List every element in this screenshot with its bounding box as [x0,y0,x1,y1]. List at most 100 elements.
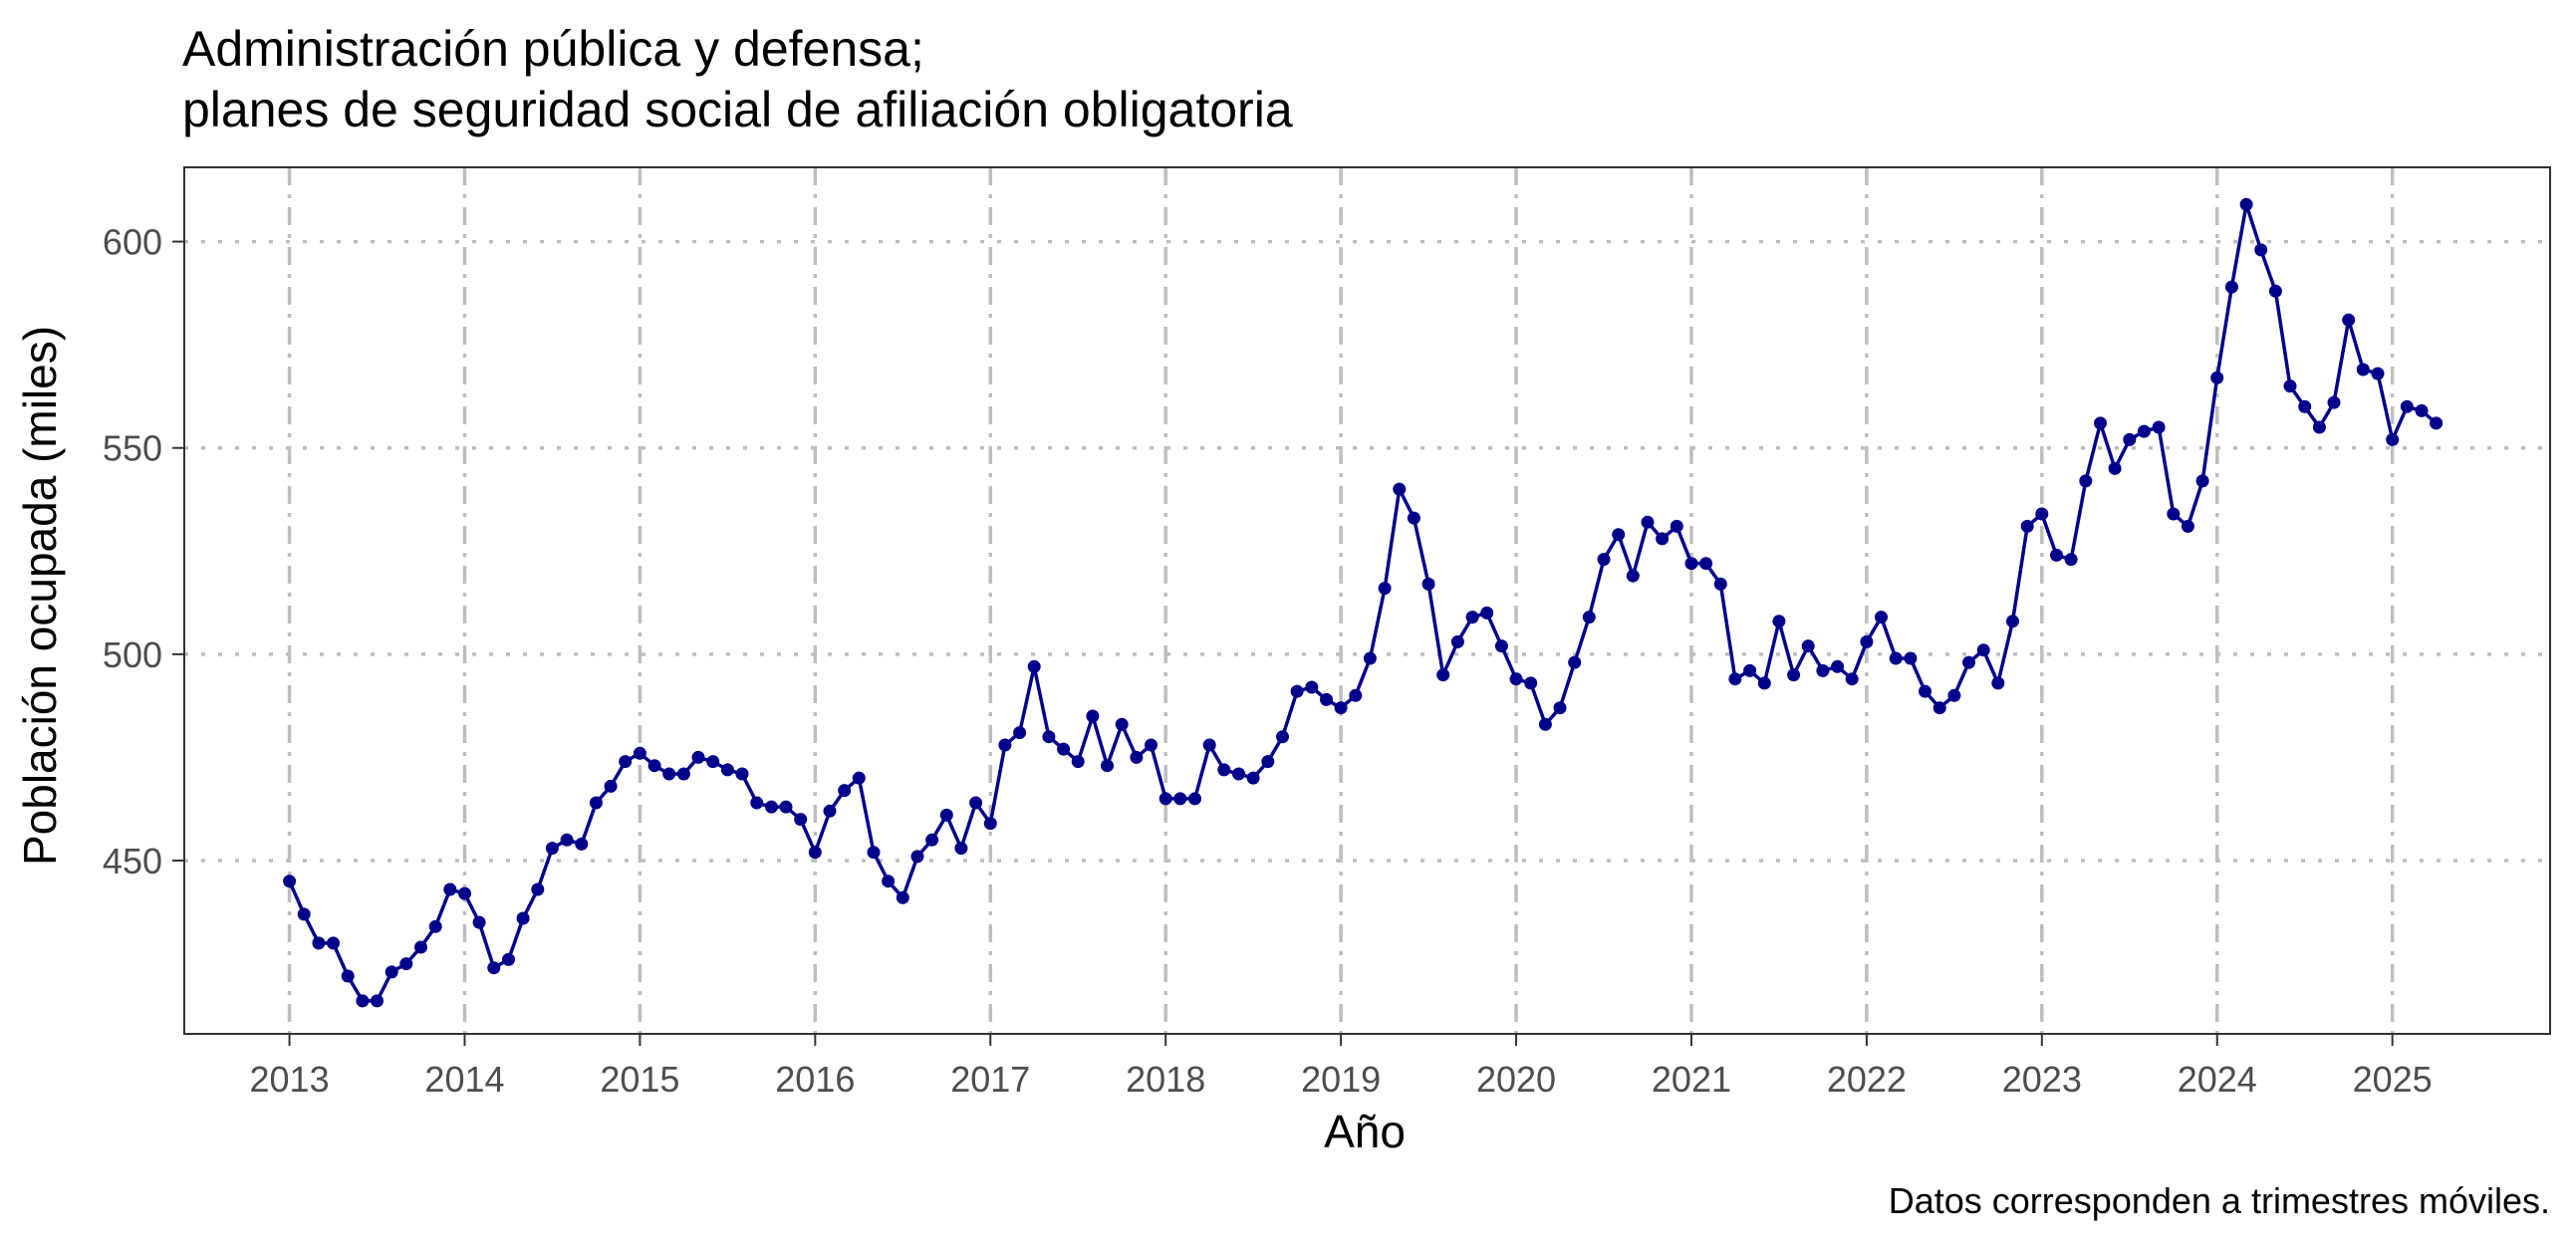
data-point [575,837,589,851]
data-point [2123,432,2137,446]
data-point [458,886,471,900]
x-tick-label: 2019 [1301,1059,1381,1100]
data-point [867,846,881,860]
data-point [1436,668,1450,682]
data-point [1670,519,1683,533]
data-point [371,994,384,1008]
data-point [1932,701,1946,715]
data-point [1261,755,1275,769]
data-point [2210,371,2224,384]
data-point [1115,717,1129,731]
data-point [428,919,442,933]
data-point [720,763,734,777]
data-point [1816,663,1830,677]
data-point [706,755,720,769]
data-point [604,779,618,793]
data-point [297,907,311,921]
data-point [1217,763,1231,777]
data-point [1626,569,1640,583]
data-point [998,738,1012,752]
data-point [735,767,749,781]
chart-caption: Datos corresponden a trimestres móviles. [1889,1180,2550,1221]
x-tick-label: 2025 [2353,1059,2433,1100]
data-point [1597,553,1611,567]
data-point [1699,557,1713,571]
data-point [414,940,427,954]
data-point [2283,379,2297,393]
data-point [1101,759,1114,773]
data-point [502,952,515,966]
x-tick-label: 2023 [2002,1059,2082,1100]
data-point [2415,403,2429,417]
data-point [1509,672,1523,686]
data-point [1919,684,1932,698]
y-axis-title: Población ocupada (miles) [14,326,66,866]
data-point [1130,750,1144,764]
data-point [1991,676,2005,690]
data-point [589,796,603,810]
data-point [2094,416,2107,430]
data-point [2312,420,2326,434]
data-point [1831,659,1845,673]
data-point [2181,519,2194,533]
data-point [882,875,896,888]
y-tick-label: 500 [103,634,162,675]
data-point [1349,688,1363,702]
x-tick-label: 2022 [1827,1059,1907,1100]
data-point [1553,701,1567,715]
data-point [823,804,837,818]
data-point [1641,515,1655,529]
data-point [1305,680,1319,694]
data-point [1845,672,1859,686]
data-point [896,890,909,904]
data-point [1976,643,1990,657]
y-tick-label: 600 [103,222,162,263]
data-series [287,202,2438,1003]
data-point [983,817,997,831]
data-point [1656,532,1670,546]
x-tick-label: 2020 [1476,1059,1556,1100]
data-point [1860,634,1874,648]
x-tick-label: 2018 [1126,1059,1205,1100]
chart-title-line-1: Administración pública y defensa; [182,21,924,77]
data-point [2356,363,2370,376]
data-point [676,767,690,781]
data-point [1904,651,1918,665]
data-point [1071,755,1085,769]
chart-title-line-2: planes de seguridad social de afiliación… [182,82,1293,137]
data-point [2342,313,2356,327]
data-point [399,957,413,971]
data-point [1027,659,1041,673]
data-point [341,969,355,983]
data-point [1290,684,1304,698]
data-point [1057,742,1071,756]
data-points [283,197,2444,1008]
data-point [691,750,705,764]
data-point [1612,528,1626,542]
x-axis: 2013 2014 2015 2016 2017 2018 2019 2020 2021 2022… [250,1034,2433,1100]
x-tick-label: 2024 [2178,1059,2257,1100]
data-point [1568,655,1582,669]
data-point [1524,676,1538,690]
data-point [954,842,968,856]
data-point [1787,668,1801,682]
data-point [1801,639,1815,653]
data-point [1728,672,1742,686]
data-point [1013,726,1027,740]
data-point [2195,474,2209,488]
data-point [662,767,676,781]
data-point [969,796,983,810]
data-point [1407,511,1420,525]
data-point [2050,548,2063,562]
data-point [750,796,764,810]
y-tick-label: 450 [103,841,162,881]
data-point [327,936,340,950]
plot-panel-border [183,166,2551,1035]
x-tick-label: 2015 [600,1059,679,1100]
series-line [287,202,2438,1003]
data-point [2371,367,2385,380]
data-point [312,936,326,950]
data-point [838,784,852,798]
